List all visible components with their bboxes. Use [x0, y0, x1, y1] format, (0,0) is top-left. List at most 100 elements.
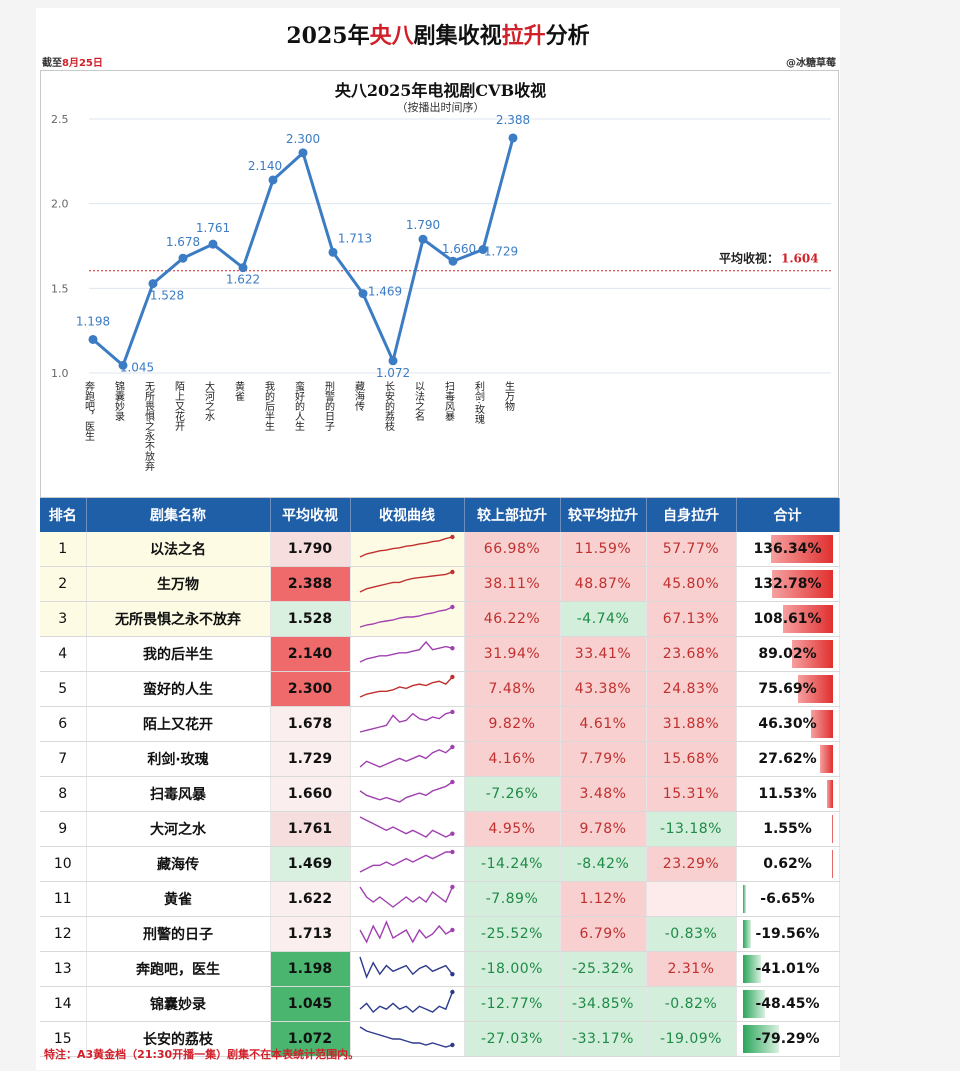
- rank-cell: 1: [40, 532, 87, 567]
- vs-avg-cell: -8.42%: [560, 846, 647, 882]
- vs-prev-cell: -12.77%: [464, 986, 561, 1022]
- total-cell: -48.45%: [736, 986, 840, 1022]
- total-value: 132.78%: [753, 576, 822, 592]
- total-value: -48.45%: [755, 996, 820, 1012]
- avg-cell: 1.072: [270, 1021, 351, 1057]
- sparkline-path: [359, 711, 453, 733]
- average-label: 平均收视：: [719, 251, 779, 266]
- header-curve: 收视曲线: [350, 498, 465, 532]
- sparkline-end-point: [450, 604, 455, 610]
- total-cell: 0.62%: [736, 846, 840, 882]
- total-cell: 108.61%: [736, 601, 840, 637]
- total-cell: -79.29%: [736, 1021, 840, 1057]
- rank-cell: 15: [40, 1021, 87, 1057]
- avg-cell: 1.660: [270, 776, 351, 812]
- sparkline-end-point: [450, 645, 455, 651]
- header-self: 自身拉升: [646, 498, 737, 532]
- vs-avg-cell: 43.38%: [560, 671, 647, 707]
- x-tick-label: 我的后半生: [263, 381, 275, 431]
- self-cell: 2.31%: [646, 951, 737, 987]
- data-label: 2.140: [248, 159, 282, 173]
- total-cell: -19.56%: [736, 916, 840, 952]
- avg-cell: 2.388: [270, 566, 351, 602]
- sparkline-cell: [350, 881, 465, 917]
- data-label: 1.072: [376, 366, 410, 380]
- sparkline: [359, 744, 455, 768]
- data-point: [178, 253, 188, 263]
- avg-cell: 1.469: [270, 846, 351, 882]
- sparkline-cell: [350, 532, 465, 567]
- rank-cell: 3: [40, 601, 87, 637]
- x-tick-label: 锦囊妙录: [113, 380, 125, 421]
- name-cell: 利剑·玫瑰: [86, 741, 271, 777]
- total-bar: [827, 780, 833, 808]
- name-cell: 刑警的日子: [86, 916, 271, 952]
- vs-prev-cell: -7.26%: [464, 776, 561, 812]
- sparkline-cell: [350, 846, 465, 882]
- data-point: [268, 175, 278, 185]
- sparkline-path: [359, 920, 453, 944]
- sparkline-cell: [350, 601, 465, 637]
- header-vs-avg: 较平均拉升: [560, 498, 647, 532]
- self-cell: -0.83%: [646, 916, 737, 952]
- vs-prev-cell: -14.24%: [464, 846, 561, 882]
- data-point: [208, 239, 218, 249]
- total-bar: [772, 570, 833, 598]
- sparkline: [359, 989, 455, 1014]
- vs-prev-cell: 7.48%: [464, 671, 561, 707]
- x-tick-label: 生万物: [503, 380, 515, 412]
- data-point: [478, 245, 488, 255]
- sparkline-cell: [350, 706, 465, 742]
- data-label: 1.678: [166, 235, 200, 249]
- sparkline-end-point: [450, 884, 455, 890]
- y-tick-label: 2.0: [51, 198, 69, 211]
- rank-cell: 13: [40, 951, 87, 987]
- header-name: 剧集名称: [86, 498, 271, 532]
- sparkline-end-point: [450, 779, 455, 785]
- data-point: [358, 289, 368, 299]
- self-cell: 24.83%: [646, 671, 737, 707]
- data-label: 1.761: [196, 221, 230, 235]
- avg-cell: 2.300: [270, 671, 351, 707]
- total-value: 11.53%: [758, 786, 817, 802]
- self-cell: 23.68%: [646, 636, 737, 672]
- sparkline-end-point: [450, 831, 455, 836]
- total-cell: 27.62%: [736, 741, 840, 777]
- sparkline-path: [359, 676, 453, 698]
- data-label: 1.622: [226, 273, 260, 287]
- name-cell: 蛮好的人生: [86, 671, 271, 707]
- name-cell: 我的后半生: [86, 636, 271, 672]
- data-point: [418, 234, 428, 244]
- total-bar: [742, 955, 762, 983]
- self-cell: 45.80%: [646, 566, 737, 602]
- sparkline-end-point: [450, 989, 455, 995]
- rank-cell: 2: [40, 566, 87, 602]
- table-header-row: 排名 剧集名称 平均收视 收视曲线 较上部拉升 较平均拉升 自身拉升 合计: [40, 498, 840, 532]
- total-bar: [783, 605, 833, 633]
- sparkline-path: [359, 781, 453, 803]
- total-bar: [819, 745, 833, 773]
- vs-avg-cell: 6.79%: [560, 916, 647, 952]
- name-cell: 长安的荔枝: [86, 1021, 271, 1057]
- data-label: 1.660: [442, 242, 476, 256]
- data-label: 1.729: [484, 245, 518, 259]
- total-value: 27.62%: [758, 751, 817, 767]
- infographic-card: 2025年央八剧集收视拉升分析 截至8月25日 @冰糖草莓 央八2025年电视剧…: [36, 8, 840, 1070]
- sparkline-end-point: [450, 709, 455, 715]
- data-point: [298, 148, 308, 158]
- avg-cell: 1.729: [270, 741, 351, 777]
- data-point: [328, 247, 338, 257]
- name-cell: 大河之水: [86, 811, 271, 847]
- vs-prev-cell: -18.00%: [464, 951, 561, 987]
- total-value: 0.62%: [763, 856, 812, 872]
- vs-prev-cell: -27.03%: [464, 1021, 561, 1057]
- rank-cell: 12: [40, 916, 87, 952]
- data-label: 1.713: [338, 231, 372, 245]
- sparkline-cell: [350, 811, 465, 847]
- avg-cell: 1.678: [270, 706, 351, 742]
- name-cell: 锦囊妙录: [86, 986, 271, 1022]
- sparkline: [359, 779, 455, 803]
- x-tick-label: 扫毒风暴: [443, 380, 455, 421]
- total-bar: [831, 815, 833, 843]
- sparkline: [359, 920, 455, 944]
